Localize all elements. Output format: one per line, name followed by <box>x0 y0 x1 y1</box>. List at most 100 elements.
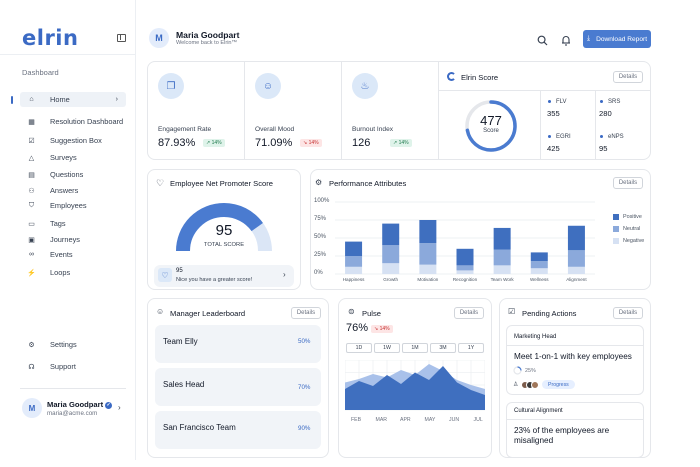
sidebar-item-label: Questions <box>50 170 84 179</box>
sidebar-item-home[interactable]: ⌂ Home › <box>20 92 126 107</box>
enps-title: Employee Net Promoter Score <box>170 179 273 188</box>
pending-item-pct: 25% <box>525 368 536 374</box>
sidebar-item-journeys[interactable]: ▣ Journeys <box>20 232 126 247</box>
top-bar: M Maria Goodpart Welcome back to Elrin™ <box>136 0 700 58</box>
sidebar-item-answers[interactable]: ⚇ Answers <box>20 183 126 198</box>
stat-change: 14% <box>398 140 409 146</box>
bar-negative <box>456 270 474 274</box>
sidebar-item-label: Tags <box>50 219 66 228</box>
flame-icon: ♨ <box>352 73 378 99</box>
sidebar-item-settings[interactable]: ⚙ Settings <box>20 337 126 352</box>
loops-icon: ⚡ <box>27 269 36 277</box>
leaderboard-row[interactable] <box>155 411 321 449</box>
pending-item-tag: Cultural Alignment <box>514 408 563 414</box>
bar-negative <box>382 263 400 274</box>
sidebar-item-label: Answers <box>50 186 79 195</box>
elrin-details-button[interactable]: Details <box>613 71 643 83</box>
sidebar-item-resolution-dashboard[interactable]: ▦ Resolution Dashboard <box>20 114 126 129</box>
avatar: M <box>22 398 42 418</box>
download-report-button[interactable]: ⤓ Download Report <box>583 30 651 48</box>
brand-logo[interactable]: elrin <box>22 26 79 50</box>
sidebar-item-surveys[interactable]: △ Surveys <box>20 150 126 165</box>
bar-neutral <box>382 245 400 264</box>
sidebar-user-profile[interactable]: M Maria Goodpart ✓ maria@acme.com › <box>22 398 132 422</box>
stats-divider <box>341 62 342 159</box>
verified-icon: ✓ <box>105 401 113 409</box>
metric-value: 95 <box>599 144 608 153</box>
sidebar-item-label: Surveys <box>50 153 77 162</box>
y-tick-label: 75% <box>314 216 327 222</box>
assignee-icon: ♙ <box>513 382 519 388</box>
pulse-change: 14% <box>379 326 390 332</box>
metric-name: SRS <box>608 99 621 105</box>
bar-positive <box>419 220 437 244</box>
period-3m-button[interactable]: 3M <box>430 343 456 353</box>
pending-item-title: Meet 1-on-1 with key employees <box>514 352 632 361</box>
sidebar: elrin Dashboard ⌂ Home › ▦ Resolution Dashbo… <box>0 0 136 460</box>
elrin-score-gauge <box>465 100 517 152</box>
settings-icon: ⚙ <box>28 341 35 349</box>
pending-item[interactable] <box>506 402 644 458</box>
pulse-value: 76% <box>346 322 369 334</box>
bar-negative <box>345 266 363 274</box>
inbox-icon: ☑ <box>28 137 35 145</box>
chevron-right-icon[interactable]: › <box>118 403 121 412</box>
leaderboard-row[interactable] <box>155 325 321 363</box>
avatar[interactable]: M <box>149 28 169 48</box>
sidebar-item-events[interactable]: ∞ Events <box>20 247 126 262</box>
pulse-area-dark <box>345 366 485 410</box>
arrow-up-icon: ↗ <box>393 140 399 146</box>
sidebar-item-employees[interactable]: ⛉ Employees <box>20 198 126 213</box>
smile-icon: ☺ <box>255 73 281 99</box>
sidebar-item-label: Suggestion Box <box>50 136 102 145</box>
period-1w-button[interactable]: 1W <box>374 343 400 353</box>
pending-item-divider <box>507 345 643 346</box>
x-tick-label: Growth <box>383 277 399 282</box>
x-tick-label: Alignment <box>566 277 587 282</box>
pulse-details-button[interactable]: Details <box>454 307 484 319</box>
stat-change-badge: ↗ 14% <box>390 139 412 147</box>
sidebar-section-title: Dashboard <box>22 68 59 77</box>
bar-neutral <box>419 243 437 265</box>
leaderboard-details-button[interactable]: Details <box>291 307 321 319</box>
sidebar-item-loops[interactable]: ⚡ Loops <box>20 265 126 280</box>
metric-name: eNPS <box>608 134 624 140</box>
metric-value: 425 <box>547 144 560 153</box>
pending-details-button[interactable]: Details <box>613 307 643 319</box>
enps-note[interactable] <box>154 265 294 287</box>
chevron-right-icon: › <box>115 96 118 103</box>
stat-value: 87.93% <box>158 137 196 149</box>
user-email: maria@acme.com <box>47 410 98 417</box>
chevron-right-icon[interactable]: › <box>283 270 286 279</box>
y-tick-label: 25% <box>314 252 327 258</box>
x-tick-label: Motivation <box>417 277 439 282</box>
metric-name: FLV <box>556 99 567 105</box>
heart-icon: ♡ <box>158 268 172 282</box>
sidebar-item-support[interactable]: ☊ Support <box>20 359 126 374</box>
sidebar-item-label: Support <box>50 362 76 371</box>
search-icon[interactable] <box>537 35 549 47</box>
sidebar-item-label: Employees <box>50 201 87 210</box>
performance-details-button[interactable]: Details <box>613 177 643 189</box>
bar-neutral <box>530 261 548 269</box>
status-badge: Progress <box>542 380 575 389</box>
bell-icon[interactable] <box>561 35 573 47</box>
month-label: APR <box>400 417 411 423</box>
x-tick-label: Wellness <box>530 277 549 282</box>
period-1m-button[interactable]: 1M <box>402 343 428 353</box>
sidebar-item-tags[interactable]: ▭ Tags <box>20 216 126 231</box>
enps-caption: TOTAL SCORE <box>203 242 245 248</box>
period-1d-button[interactable]: 1D <box>346 343 372 353</box>
x-tick-label: Team Work <box>490 277 514 282</box>
metric-dot <box>548 135 551 138</box>
leaderboard-row[interactable] <box>155 368 321 406</box>
period-1y-button[interactable]: 1Y <box>458 343 484 353</box>
sidebar-collapse-icon[interactable] <box>117 34 126 42</box>
sidebar-item-suggestion-box[interactable]: ☑ Suggestion Box <box>20 133 126 148</box>
sidebar-item-questions[interactable]: ▤ Questions <box>20 167 126 182</box>
stat-label: Burnout Index <box>352 126 394 133</box>
month-label: MAY <box>424 417 436 423</box>
legend-neutral-swatch <box>613 226 619 232</box>
bar-positive <box>567 225 585 251</box>
